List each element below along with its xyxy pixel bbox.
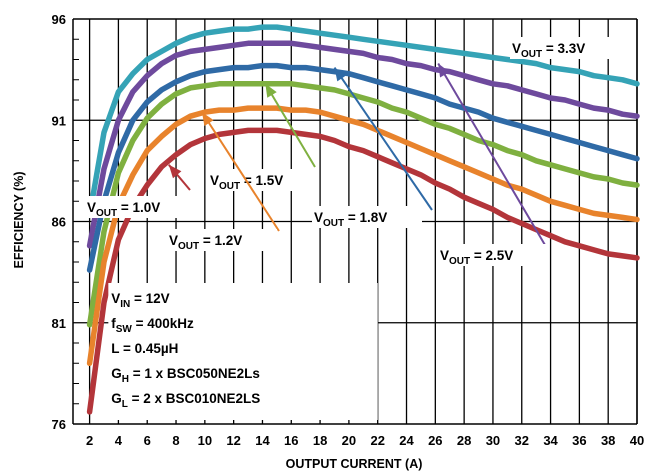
x-tick-label: 38 <box>601 433 615 448</box>
series-line-v10 <box>86 127 640 415</box>
annotation-arrowhead <box>168 164 182 179</box>
y-tick-label: 76 <box>52 417 66 432</box>
annotation-label-bg <box>510 37 610 59</box>
annotation-label: VOUT = 1.8V <box>314 210 387 229</box>
condition-line: L = 0.45µH <box>111 341 178 356</box>
annotation-v10: VOUT = 1.0V <box>85 164 195 219</box>
series-line-v25 <box>86 40 640 249</box>
annotation-arrow-line <box>264 83 316 168</box>
annotation-label: VOUT = 2.5V <box>440 248 513 267</box>
annotation-label: VOUT = 3.3V <box>512 41 585 60</box>
annotations: VOUT = 3.3V VOUT = 2.5V VOUT = 1.8V VOUT = … <box>85 37 610 267</box>
annotation-label: VOUT = 1.0V <box>87 200 160 219</box>
y-tick-label: 86 <box>52 215 66 230</box>
annotation-v25: VOUT = 2.5V <box>437 63 548 267</box>
annotation-arrowhead <box>334 67 347 82</box>
annotation-label: VOUT = 1.5V <box>210 173 283 192</box>
series-line-v12 <box>86 105 640 367</box>
x-axis-label: OUTPUT CURRENT (A) <box>286 457 423 471</box>
y-axis-label: EFFICIENCY (%) <box>12 172 26 269</box>
annotation-label: VOUT = 1.2V <box>169 233 242 252</box>
tick-labels: 2 4 6 8 10 12 14 16 18 20 22 24 26 28 30 32 34 36 38 407681… <box>52 12 645 448</box>
x-tick-label: 36 <box>572 433 586 448</box>
x-tick-label: 32 <box>515 433 529 448</box>
x-tick-label: 8 <box>172 433 179 448</box>
x-tick-label: 40 <box>630 433 644 448</box>
conditions-box <box>108 283 378 420</box>
x-tick-label: 18 <box>313 433 327 448</box>
annotation-label-bg <box>85 196 195 218</box>
x-tick-label: 34 <box>543 433 558 448</box>
x-tick-label: 14 <box>255 433 270 448</box>
annotation-v33: VOUT = 3.3V <box>510 37 610 60</box>
x-tick-label: 4 <box>115 433 123 448</box>
x-tick-label: 20 <box>342 433 356 448</box>
x-tick-label: 28 <box>457 433 471 448</box>
annotation-arrow-line <box>437 63 546 246</box>
condition-line: GL = 2 x BSC010NE2LS <box>111 391 260 410</box>
annotation-arrowhead <box>438 63 450 78</box>
annotation-v12: VOUT = 1.2V <box>167 111 280 252</box>
annotation-arrowhead <box>265 83 277 98</box>
condition-line: VIN = 12V <box>111 291 169 310</box>
annotation-label-bg <box>208 169 318 191</box>
annotation-label-bg <box>438 244 548 266</box>
series-line-v18 <box>86 62 640 273</box>
x-tick-label: 24 <box>399 433 414 448</box>
x-tick-label: 12 <box>226 433 240 448</box>
annotation-v15: VOUT = 1.5V <box>208 83 318 192</box>
x-tick-label: 30 <box>486 433 500 448</box>
y-tick-label: 96 <box>52 12 66 27</box>
condition-line: GH = 1 x BSC050NE2Ls <box>111 366 260 385</box>
x-tick-label: 2 <box>86 433 93 448</box>
series-line-v33 <box>86 24 640 219</box>
annotation-label-bg <box>167 229 277 251</box>
x-tick-label: 26 <box>428 433 442 448</box>
series-line-v15 <box>86 81 640 328</box>
annotation-arrow-line <box>333 67 433 211</box>
x-tick-label: 10 <box>198 433 212 448</box>
y-tick-label: 81 <box>52 316 66 331</box>
annotation-label-bg <box>312 206 422 228</box>
condition-line: fSW = 400kHz <box>111 316 194 335</box>
y-tick-label: 91 <box>52 113 66 128</box>
annotation-arrow-line <box>201 111 280 232</box>
x-tick-label: 16 <box>284 433 298 448</box>
annotation-v18: VOUT = 1.8V <box>312 67 433 229</box>
conditions-text: VIN = 12V fSW = 400kHz L = 0.45µH GH = 1 x … <box>111 291 260 410</box>
series-lines <box>86 24 640 415</box>
x-tick-label: 6 <box>144 433 151 448</box>
annotation-arrowhead <box>201 112 214 127</box>
x-tick-label: 22 <box>370 433 384 448</box>
